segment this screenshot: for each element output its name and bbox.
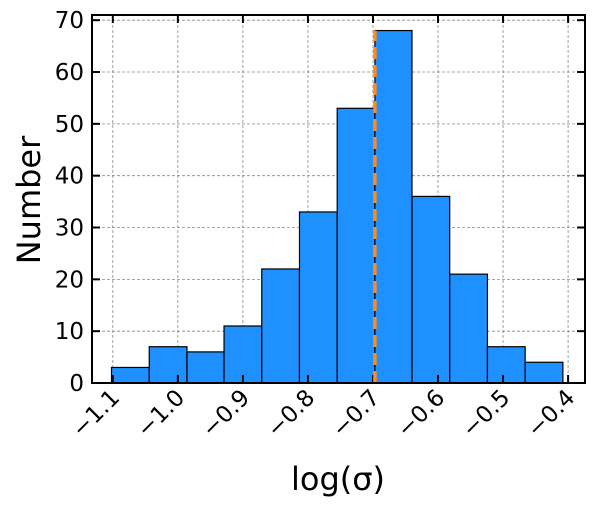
y-axis-label: Number [10, 135, 48, 264]
y-tick-label: 10 [55, 319, 84, 345]
y-tick-label: 40 [55, 164, 84, 190]
y-tick-label: 20 [55, 267, 84, 293]
y-tick-label: 50 [55, 112, 84, 138]
bar [486, 346, 526, 384]
x-tick-label: −0.8 [262, 385, 320, 443]
x-tick-label: −0.6 [392, 385, 450, 443]
bar [261, 268, 301, 384]
bar [449, 273, 489, 384]
y-tick-label: 60 [55, 60, 84, 86]
bars [110, 29, 564, 384]
x-axis-label: log(σ) [291, 460, 385, 498]
bar [524, 361, 564, 384]
bar [186, 351, 225, 384]
bar [148, 346, 188, 384]
x-tick-label: −0.4 [522, 385, 580, 443]
bar [374, 29, 413, 384]
y-tick-label: 0 [69, 371, 84, 397]
bar [336, 107, 376, 384]
bar [110, 366, 150, 384]
x-tick-label: −1.0 [132, 385, 190, 443]
y-tick-label: 30 [55, 216, 84, 242]
bar [411, 195, 451, 384]
x-tick-label: −0.7 [327, 385, 385, 443]
bar [223, 325, 263, 384]
y-tick-label: 70 [55, 8, 84, 34]
plot-frame [91, 14, 586, 384]
bar [298, 211, 338, 384]
x-tick-label: −0.5 [457, 385, 515, 443]
x-tick-label: −0.9 [197, 385, 255, 443]
